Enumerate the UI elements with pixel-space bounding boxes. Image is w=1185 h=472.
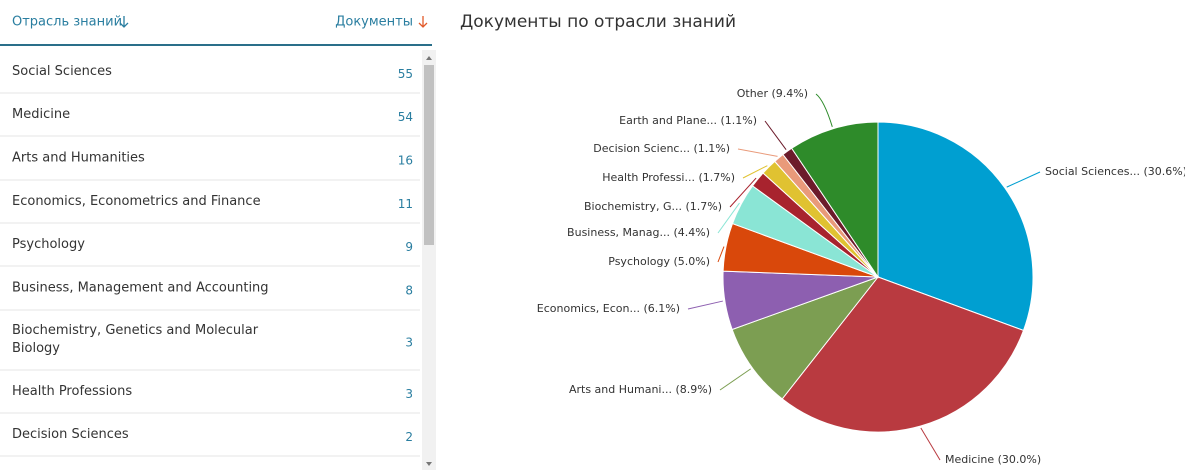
slice-label: Health Professi... (1.7%) xyxy=(602,171,735,184)
scroll-thumb[interactable] xyxy=(424,65,434,245)
slice-label: Economics, Econ... (6.1%) xyxy=(537,302,680,315)
row-label: Economics, Econometrics and Finance xyxy=(12,194,261,209)
row-label: Biochemistry, Genetics and Molecular Biol… xyxy=(12,323,259,356)
leader-line xyxy=(737,148,778,157)
column-header[interactable]: Отрасль знаний xyxy=(12,15,122,30)
row-count: 54 xyxy=(398,110,413,124)
leader-line xyxy=(764,120,787,150)
slice-label: Psychology (5.0%) xyxy=(608,255,710,268)
row-count: 3 xyxy=(405,387,413,401)
sort-icon[interactable] xyxy=(418,16,428,28)
row-count: 11 xyxy=(398,197,413,211)
row-count: 55 xyxy=(398,67,413,81)
row-count: 2 xyxy=(405,430,413,444)
row-count: 3 xyxy=(405,336,413,350)
row-label: Decision Sciences xyxy=(12,427,129,442)
row-label: Business, Management and Accounting xyxy=(12,281,269,296)
row-count: 9 xyxy=(405,240,413,254)
row-label: Psychology xyxy=(12,237,85,252)
leader-line xyxy=(717,202,740,234)
chart-title: Документы по отрасли знаний xyxy=(460,12,736,32)
slice-label: Earth and Plane... (1.1%) xyxy=(619,114,757,127)
leader-line xyxy=(815,93,833,127)
pie-slice xyxy=(790,121,879,279)
slice-label: Business, Manag... (4.4%) xyxy=(567,226,710,239)
row-label: Arts and Humanities xyxy=(12,151,145,166)
row-label-line: Biochemistry, Genetics and Molecular xyxy=(12,323,259,338)
row-count: 8 xyxy=(405,284,413,298)
pie-slice xyxy=(781,276,1025,433)
row-label-line: Biology xyxy=(12,341,60,356)
row-label: Social Sciences xyxy=(12,64,112,79)
slice-label: Arts and Humani... (8.9%) xyxy=(569,383,712,396)
row-label: Health Professions xyxy=(12,384,132,399)
leader-line xyxy=(742,165,768,179)
slice-label: Medicine (30.0%) xyxy=(945,453,1041,466)
pie-slice xyxy=(877,121,1034,332)
leader-line xyxy=(717,246,725,263)
slice-label: Social Sciences... (30.6%) xyxy=(1045,165,1185,178)
sort-icon[interactable] xyxy=(119,16,129,28)
pie-slice xyxy=(731,275,880,400)
leader-line xyxy=(687,300,723,310)
column-header[interactable]: Документы xyxy=(335,15,413,30)
slice-label: Biochemistry, G... (1.7%) xyxy=(584,200,722,213)
slice-label: Other (9.4%) xyxy=(737,87,808,100)
leader-line xyxy=(719,368,751,391)
leader-line xyxy=(729,177,757,208)
slice-label: Decision Scienc... (1.1%) xyxy=(593,142,730,155)
leader-line xyxy=(920,427,941,461)
row-label: Medicine xyxy=(12,107,70,122)
row-count: 16 xyxy=(398,154,413,168)
leader-line xyxy=(1006,171,1041,188)
